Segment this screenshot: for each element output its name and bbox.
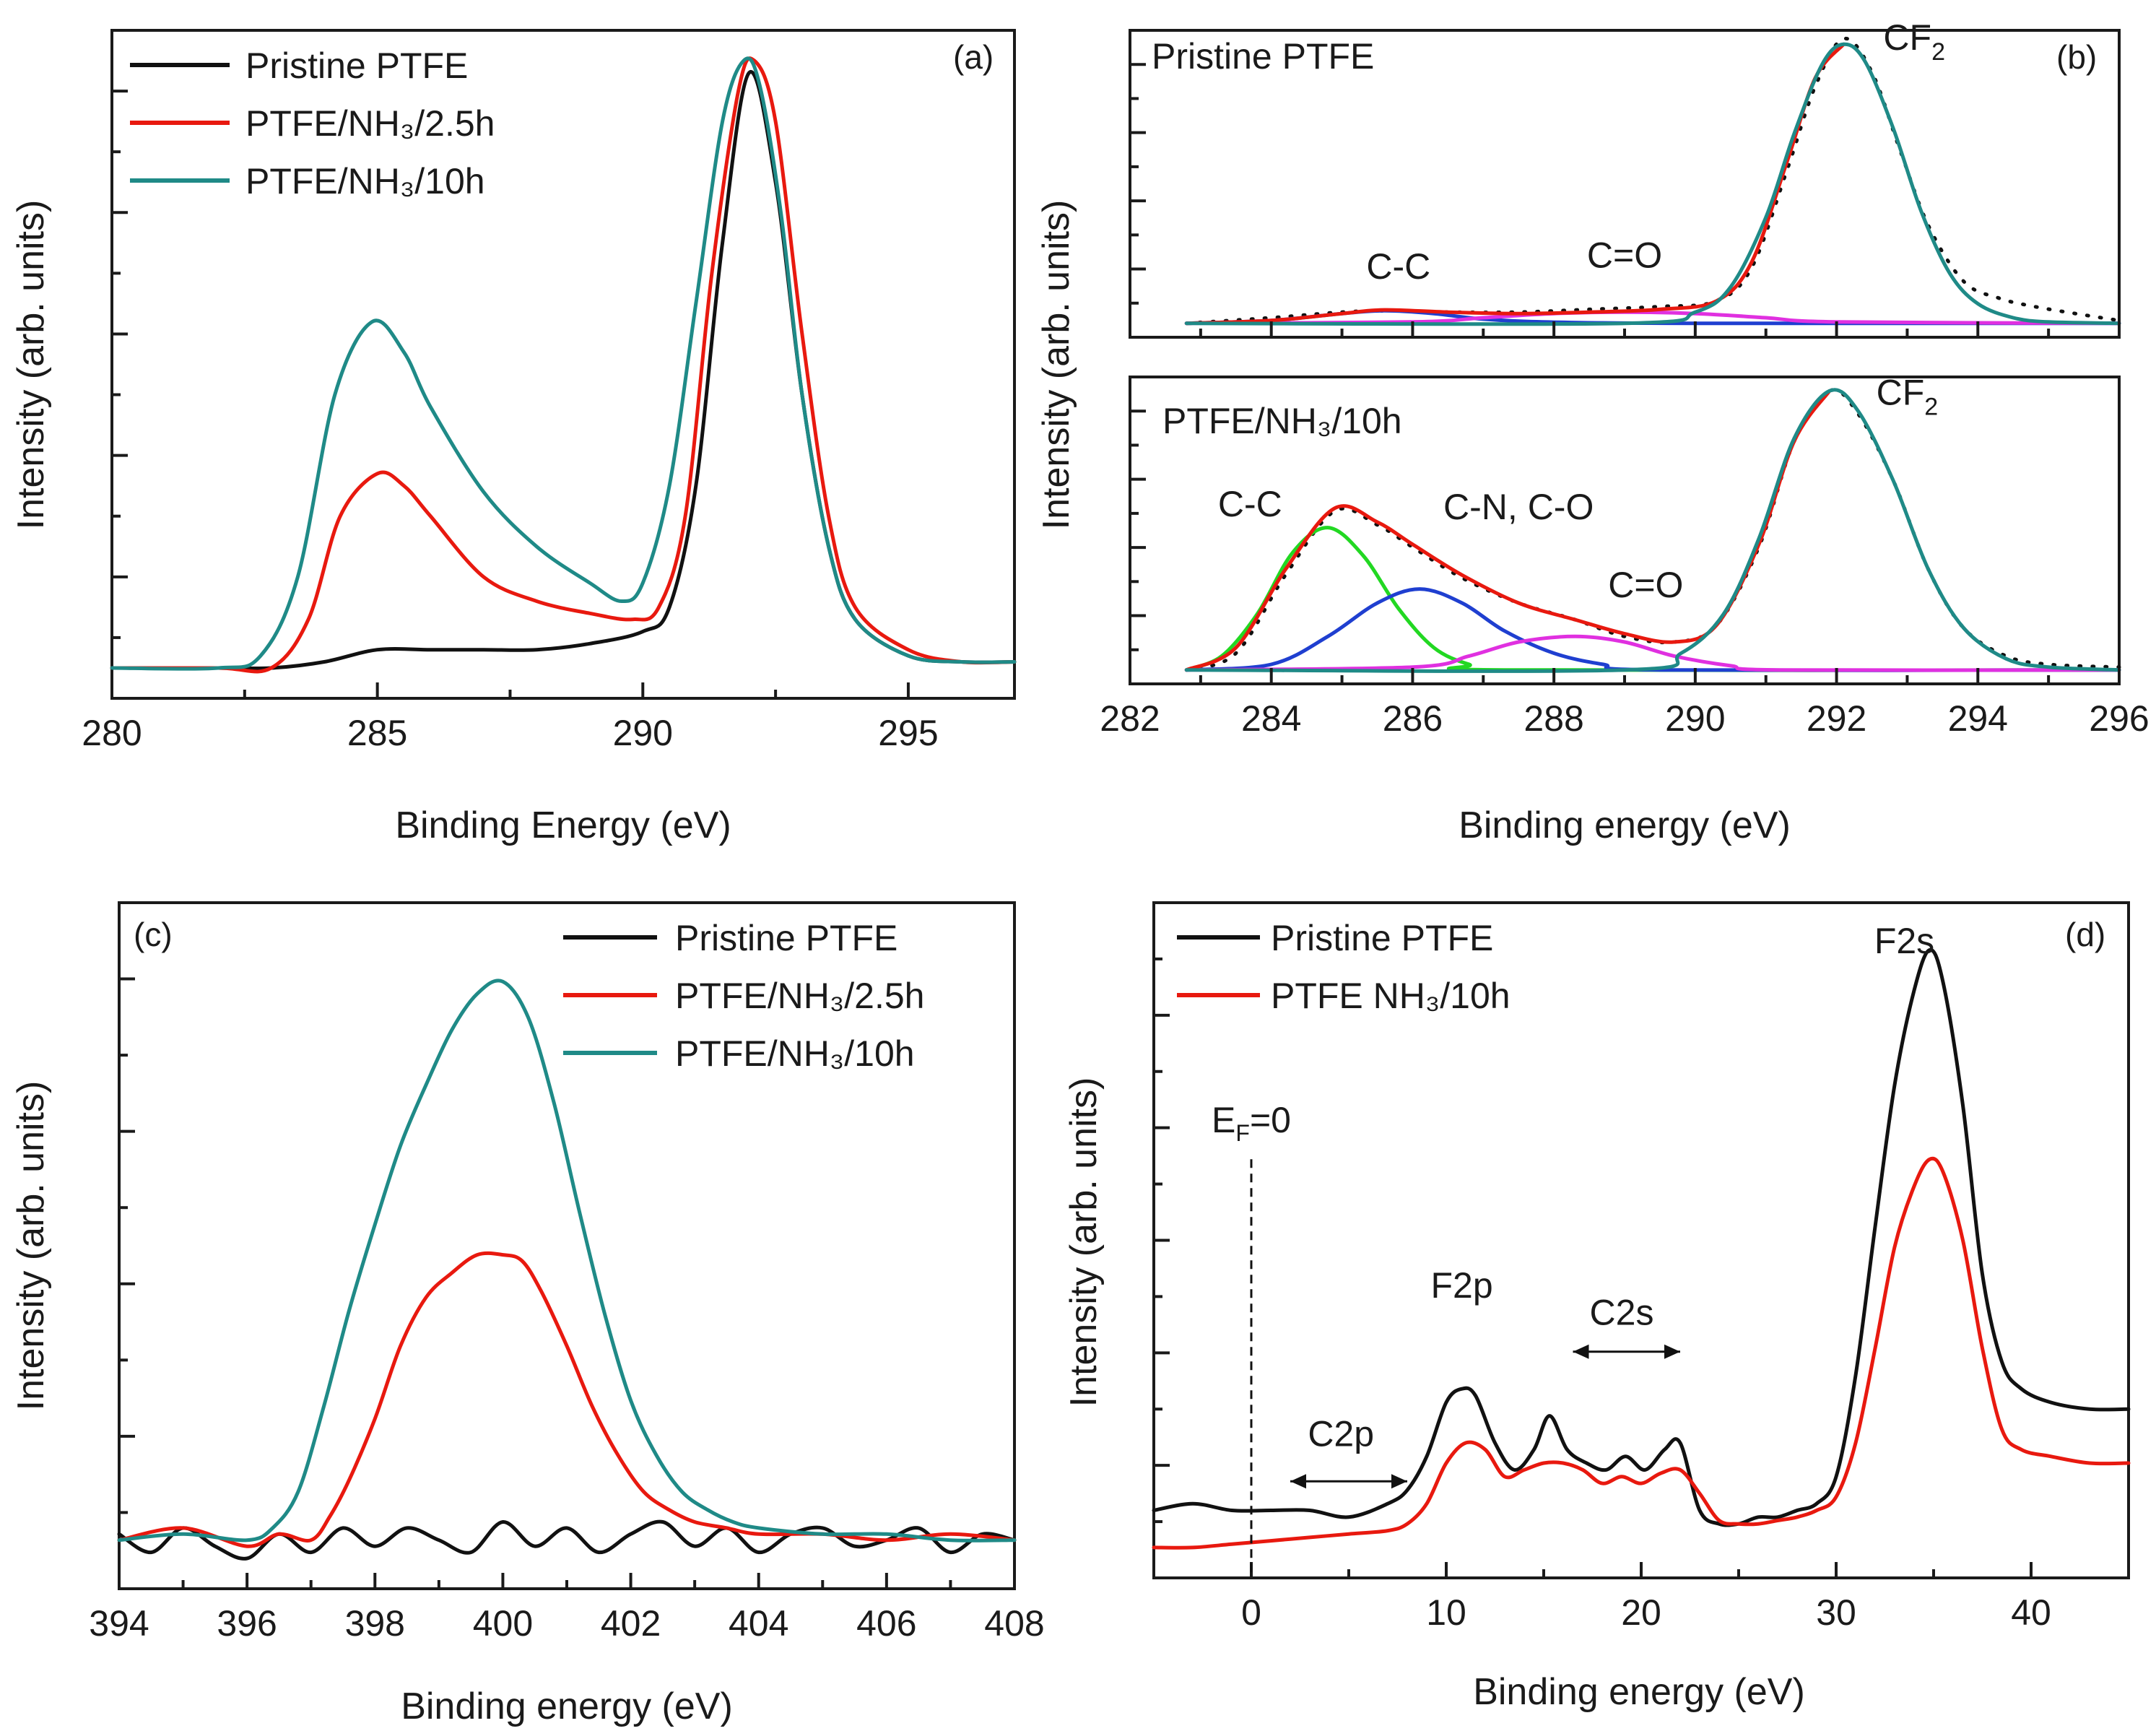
x-tick-label-d: 30 <box>1816 1592 1856 1633</box>
panel-c-legend: Pristine PTFE PTFE/NH₃/2.5h PTFE/NH₃/10h <box>563 918 924 1074</box>
panel-a-frame <box>110 29 1016 700</box>
panel-d-label: (d) <box>2065 916 2105 953</box>
panel-b-top-sample: Pristine PTFE <box>1152 36 1374 77</box>
panel-a-ylabel: Intensity (arb. units) <box>10 200 52 530</box>
series-line-b-bottom-4 <box>1184 389 1832 672</box>
x-tick-label-d: 20 <box>1621 1592 1661 1633</box>
series-line-a-2 <box>110 56 1017 671</box>
series-line-b-bottom-3 <box>1184 634 2121 672</box>
legend-a-text-pristine: Pristine PTFE <box>245 45 468 86</box>
x-tick-label-a: 290 <box>613 713 673 753</box>
x-tick-label-c: 396 <box>217 1603 277 1644</box>
x-tick-label-b-bottom: 290 <box>1665 698 1725 739</box>
panel-b-bottom: 282 284 286 288 290 292 294 296 PTFE/NH₃/10h CF… <box>1035 200 2150 846</box>
arrow-head-left-0 <box>1290 1474 1306 1489</box>
legend-a-text-10h: PTFE/NH₃/10h <box>245 161 485 201</box>
panel-a-xlabel: Binding Energy (eV) <box>395 804 731 846</box>
panel-a-legend: Pristine PTFE PTFE/NH₃/2.5h PTFE/NH₃/10h <box>130 45 495 201</box>
x-tick-label-c: 400 <box>473 1603 533 1644</box>
panel-d: 0 10 20 30 40 F2s F2p C2s C2p EF=0 (d) Binding e… <box>1063 901 2131 1713</box>
x-tick-label-d: 10 <box>1426 1592 1466 1633</box>
annotation-d-3: C2p <box>1308 1414 1374 1454</box>
annotation-d-2: C2s <box>1590 1292 1654 1332</box>
x-tick-label-c: 398 <box>345 1603 405 1644</box>
x-tick-label-c: 406 <box>856 1603 916 1644</box>
x-tick-label-a: 285 <box>347 713 407 753</box>
series-line-b-bottom-2 <box>1184 587 2121 672</box>
x-tick-label-a: 280 <box>82 713 142 753</box>
series-line-c-2 <box>117 979 1017 1543</box>
series-line-d-0 <box>1152 947 2131 1527</box>
panel-b-label: (b) <box>2056 38 2097 76</box>
legend-c-text-10h: PTFE/NH₃/10h <box>675 1033 915 1074</box>
series-line-a-1 <box>110 56 1017 674</box>
x-tick-label-b-bottom: 282 <box>1100 698 1160 739</box>
arrow-head-left-1 <box>1573 1344 1589 1359</box>
annotation-b-bottom-3: C=O <box>1608 565 1683 605</box>
annotation-b-bottom-1: C-C <box>1218 484 1282 524</box>
x-tick-label-b-bottom: 286 <box>1383 698 1443 739</box>
series-line-d-1 <box>1152 1156 2131 1550</box>
panel-c-label: (c) <box>134 916 173 953</box>
panel-b-xlabel: Binding energy (eV) <box>1459 804 1791 846</box>
series-line-c-1 <box>117 1251 1017 1548</box>
panel-b-bottom-sample: PTFE/NH₃/10h <box>1162 401 1402 441</box>
x-tick-label-c: 408 <box>984 1603 1044 1644</box>
panel-c-ylabel: Intensity (arb. units) <box>10 1081 52 1411</box>
legend-c-text-25h: PTFE/NH₃/2.5h <box>675 976 924 1016</box>
legend-d-text-pristine: Pristine PTFE <box>1271 918 1493 958</box>
panel-d-ylabel: Intensity (arb. units) <box>1063 1077 1105 1407</box>
legend-d-text-10h: PTFE NH₃/10h <box>1271 976 1510 1016</box>
x-tick-label-b-bottom: 296 <box>2089 698 2149 739</box>
legend-c-text-pristine: Pristine PTFE <box>675 918 897 958</box>
x-tick-label-b-bottom: 288 <box>1523 698 1583 739</box>
annotation-d-1: F2p <box>1431 1265 1493 1306</box>
x-tick-label-b-bottom: 294 <box>1948 698 2008 739</box>
panel-a: 280 285 290 295 (a) Binding Energy (eV) Int… <box>10 29 1017 846</box>
x-tick-label-a: 295 <box>878 713 938 753</box>
panel-a-label: (a) <box>953 38 994 76</box>
series-line-b-bottom-5 <box>1184 388 2121 673</box>
panel-d-xlabel: Binding energy (eV) <box>1473 1671 1805 1713</box>
x-tick-label-b-bottom: 292 <box>1807 698 1866 739</box>
x-tick-label-b-bottom: 284 <box>1241 698 1301 739</box>
arrow-head-right-0 <box>1391 1474 1407 1489</box>
annotation-d-4: EF=0 <box>1212 1100 1291 1146</box>
annotation-b-top-1: C-C <box>1366 246 1430 287</box>
arrow-head-right-1 <box>1664 1344 1680 1359</box>
annotation-b-bottom-2: C-N, C-O <box>1443 487 1594 527</box>
x-tick-label-c: 394 <box>89 1603 149 1644</box>
series-line-b-top-3 <box>1184 42 1846 326</box>
series-line-b-top-4 <box>1184 42 2121 326</box>
annotation-d-0: F2s <box>1874 921 1934 961</box>
legend-a-text-25h: PTFE/NH₃/2.5h <box>245 103 495 144</box>
annotation-b-top-2: C=O <box>1587 235 1662 275</box>
panel-c: 394 396 398 400 402 404 406 408 (c) Binding ene… <box>10 901 1045 1727</box>
x-tick-label-c: 404 <box>729 1603 788 1644</box>
x-tick-label-d: 40 <box>2011 1592 2051 1633</box>
x-tick-label-d: 0 <box>1241 1592 1261 1633</box>
panel-c-xlabel: Binding energy (eV) <box>401 1686 733 1727</box>
panel-b-ylabel: Intensity (arb. units) <box>1035 200 1077 530</box>
x-tick-label-c: 402 <box>601 1603 661 1644</box>
panel-d-legend: Pristine PTFE PTFE NH₃/10h <box>1177 918 1510 1016</box>
